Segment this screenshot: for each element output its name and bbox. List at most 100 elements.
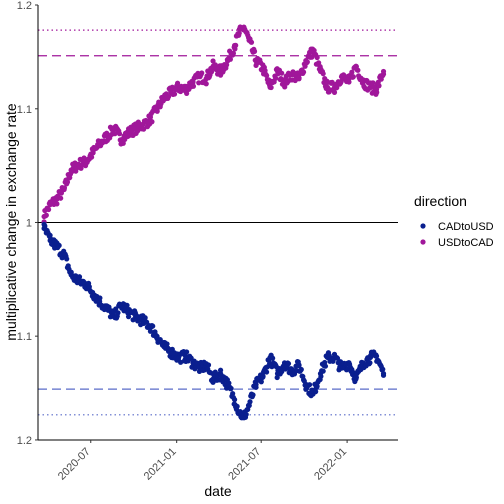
point-cadtousd	[352, 378, 358, 385]
x-tick-label: 2021-01	[142, 446, 179, 483]
point-usdtocad	[296, 75, 302, 81]
point-cadtousd	[230, 390, 236, 397]
point-cadtousd	[274, 374, 280, 381]
point-cadtousd	[64, 256, 70, 262]
y-tick-label: 1	[26, 217, 32, 229]
point-usdtocad	[251, 48, 258, 54]
y-tick-label: 1.1	[17, 104, 32, 116]
point-cadtousd	[322, 363, 329, 369]
point-usdtocad	[58, 195, 64, 201]
point-cadtousd	[226, 380, 232, 386]
legend-label-cadtousd: CADtoUSD	[438, 221, 494, 233]
point-usdtocad	[212, 62, 218, 68]
point-usdtocad	[349, 69, 355, 75]
point-usdtocad	[300, 69, 307, 75]
point-usdtocad	[248, 39, 255, 45]
point-usdtocad	[196, 80, 202, 86]
point-usdtocad	[171, 91, 178, 97]
point-cadtousd	[318, 373, 324, 379]
point-cadtousd	[253, 384, 259, 390]
point-usdtocad	[331, 89, 338, 95]
point-usdtocad	[314, 54, 320, 61]
point-cadtousd	[296, 362, 302, 368]
point-usdtocad	[88, 154, 95, 160]
point-cadtousd	[130, 317, 136, 323]
point-usdtocad	[355, 67, 361, 73]
y-tick-label: 1.2	[17, 0, 32, 12]
point-usdtocad	[268, 84, 274, 91]
point-usdtocad	[230, 50, 237, 56]
legend-key-usdtocad	[420, 239, 426, 245]
point-usdtocad	[350, 74, 356, 80]
point-usdtocad	[376, 83, 382, 89]
point-usdtocad	[61, 185, 68, 191]
point-usdtocad	[45, 206, 52, 213]
point-usdtocad	[116, 131, 123, 137]
point-cadtousd	[164, 341, 170, 347]
point-cadtousd	[320, 368, 326, 374]
legend-key-cadtousd	[420, 223, 426, 229]
x-tick-label: 2022-01	[312, 446, 349, 483]
point-cadtousd	[270, 355, 276, 361]
point-cadtousd	[230, 394, 237, 401]
point-usdtocad	[199, 70, 205, 76]
point-usdtocad	[380, 71, 387, 77]
point-usdtocad	[224, 62, 230, 68]
y-tick-label: 1.2	[17, 435, 32, 447]
y-axis-ticks: 1.2 1.1 1 1.1 1.2	[17, 0, 38, 447]
point-cadtousd	[353, 374, 359, 381]
point-usdtocad	[149, 119, 155, 125]
point-usdtocad	[64, 179, 71, 185]
point-usdtocad	[81, 155, 87, 161]
point-usdtocad	[210, 58, 216, 64]
x-tick-label: 2020-07	[56, 446, 93, 483]
y-axis-title: multiplicative change in exchange rate	[3, 103, 19, 341]
point-usdtocad	[370, 80, 376, 86]
reference-lines	[38, 29, 398, 416]
point-cadtousd	[97, 295, 103, 301]
legend-title: direction	[414, 193, 467, 209]
point-usdtocad	[279, 70, 285, 76]
point-usdtocad	[278, 76, 284, 82]
point-usdtocad	[154, 108, 160, 114]
point-cadtousd	[301, 378, 307, 384]
point-usdtocad	[141, 126, 147, 132]
point-cadtousd	[243, 411, 249, 418]
point-usdtocad	[227, 56, 233, 62]
y-tick-label: 1.1	[17, 331, 32, 343]
point-cadtousd	[250, 392, 256, 398]
point-cadtousd	[314, 383, 320, 389]
point-usdtocad	[282, 84, 288, 90]
point-usdtocad	[264, 72, 270, 79]
point-cadtousd	[367, 360, 373, 366]
x-tick-label: 2021-07	[226, 446, 263, 483]
point-cadtousd	[56, 242, 62, 249]
point-cadtousd	[260, 374, 266, 380]
point-usdtocad	[174, 80, 181, 86]
point-cadtousd	[147, 328, 154, 334]
point-usdtocad	[236, 32, 242, 38]
point-cadtousd	[205, 362, 212, 368]
point-usdtocad	[43, 212, 49, 218]
point-usdtocad	[374, 89, 380, 95]
x-axis-ticks: 2020-07 2021-01 2021-07 2022-01	[56, 440, 349, 483]
point-cadtousd	[234, 403, 240, 410]
point-cadtousd	[380, 366, 386, 372]
point-usdtocad	[190, 83, 197, 89]
point-cadtousd	[228, 385, 234, 392]
point-cadtousd	[308, 393, 314, 399]
point-cadtousd	[313, 389, 319, 395]
point-cadtousd	[298, 366, 304, 373]
point-cadtousd	[124, 302, 130, 308]
point-usdtocad	[54, 201, 60, 207]
point-usdtocad	[165, 93, 172, 100]
point-usdtocad	[69, 168, 75, 175]
point-cadtousd	[247, 399, 253, 405]
point-usdtocad	[203, 81, 209, 87]
point-usdtocad	[304, 59, 310, 65]
point-cadtousd	[306, 382, 313, 388]
point-usdtocad	[112, 131, 118, 137]
point-cadtousd	[380, 372, 387, 378]
point-usdtocad	[120, 140, 126, 146]
point-cadtousd	[184, 349, 190, 355]
